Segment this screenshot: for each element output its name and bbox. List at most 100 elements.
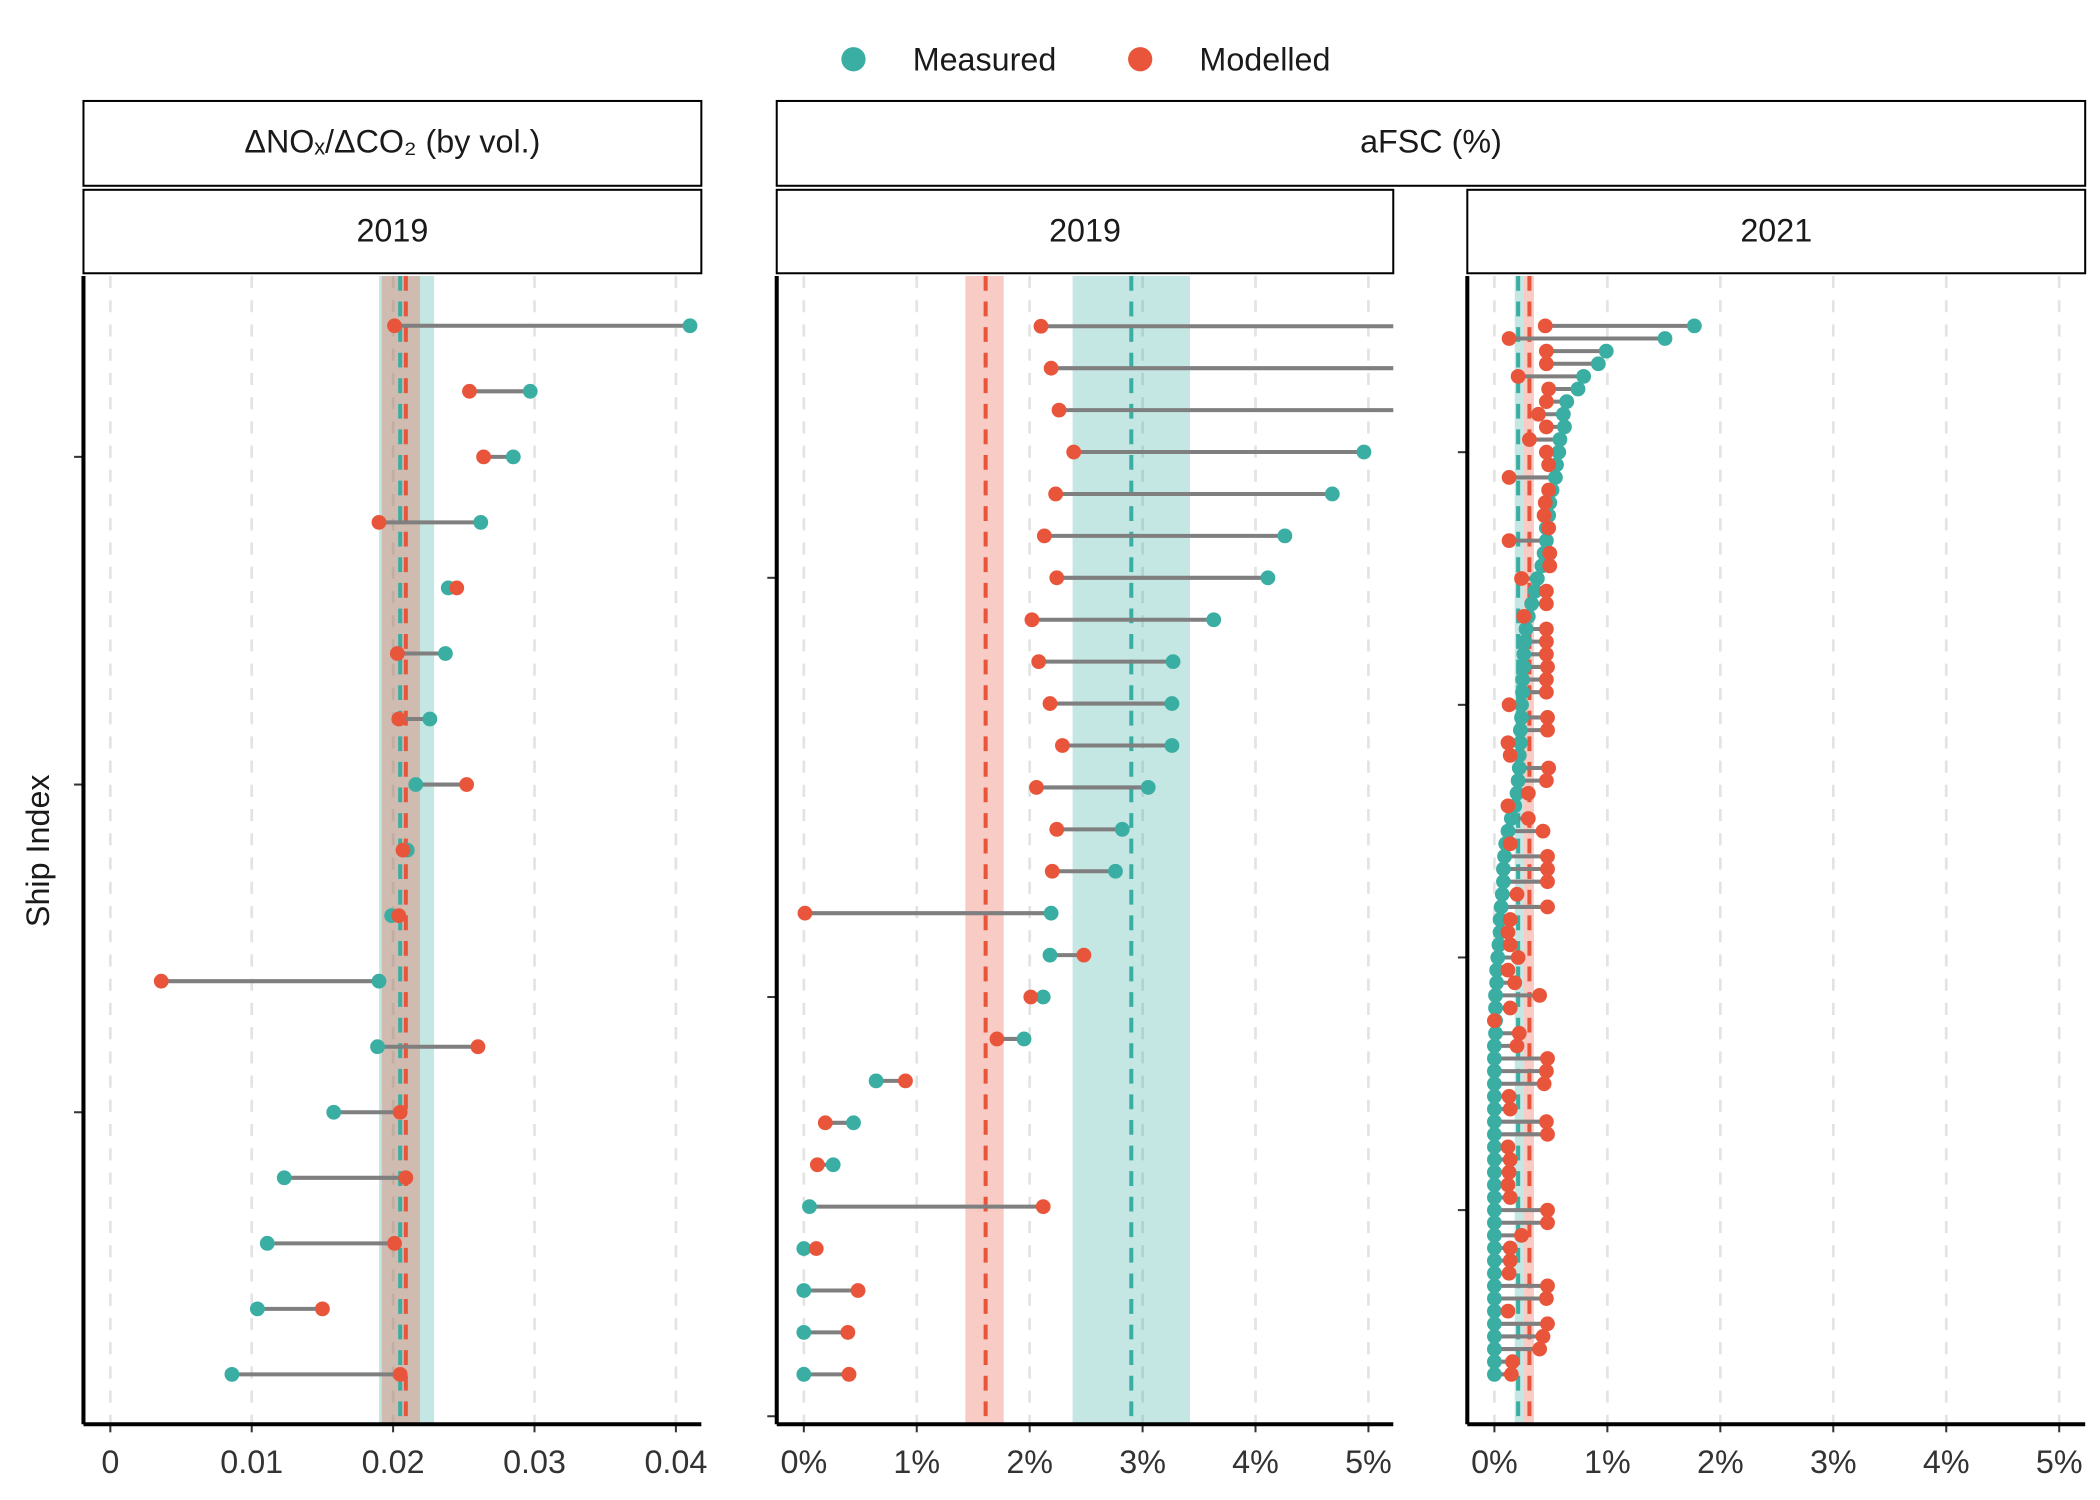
point [898, 1073, 913, 1089]
point [1487, 1341, 1502, 1357]
point [1140, 780, 1156, 795]
point [796, 1283, 812, 1298]
point [1540, 874, 1555, 890]
point [326, 1104, 342, 1120]
point [398, 1170, 414, 1186]
point [1048, 486, 1064, 502]
point [1570, 381, 1586, 397]
point [1509, 886, 1525, 902]
point [1538, 343, 1554, 359]
point [1532, 1341, 1548, 1357]
point [1514, 697, 1529, 713]
x-tick-label: 0.04 [644, 1444, 707, 1480]
point [1501, 1265, 1517, 1281]
point [1049, 570, 1065, 586]
point [449, 580, 465, 596]
point [371, 973, 387, 989]
point [1165, 654, 1181, 670]
plot-area [108, 275, 698, 1425]
point [1487, 1202, 1502, 1218]
point [682, 318, 698, 334]
point [840, 1325, 856, 1340]
point [1598, 343, 1614, 359]
x-tick-label: 1% [893, 1444, 940, 1480]
point [1500, 823, 1516, 839]
year-label: 2021 [1740, 212, 1812, 248]
point [1487, 1366, 1502, 1382]
x-tick-label: 2% [1697, 1444, 1744, 1480]
x-tick-label: 1% [1584, 1444, 1631, 1480]
point [1487, 1126, 1502, 1142]
point [1024, 612, 1040, 628]
point [1502, 1000, 1518, 1016]
point [1590, 356, 1606, 372]
point [1532, 987, 1548, 1003]
point [473, 514, 489, 530]
point [1538, 419, 1554, 435]
point [1515, 672, 1531, 687]
point [1491, 937, 1507, 953]
point [1510, 368, 1526, 384]
point [1520, 811, 1536, 826]
point [1033, 318, 1049, 334]
point [1548, 470, 1563, 485]
point [817, 1115, 833, 1131]
point [1497, 849, 1512, 864]
point [389, 646, 405, 661]
point [1492, 912, 1508, 927]
point [1487, 1038, 1502, 1054]
point [1541, 482, 1557, 498]
x-tick-label: 0% [1471, 1444, 1518, 1480]
point [825, 1157, 841, 1173]
point [1552, 432, 1568, 447]
point [1501, 697, 1517, 713]
point [1540, 899, 1555, 915]
point [459, 777, 475, 792]
point [1493, 899, 1509, 915]
point [1538, 672, 1554, 687]
year-label: 2019 [1049, 212, 1121, 248]
point [1537, 318, 1553, 334]
point [1509, 785, 1525, 801]
point [1487, 1303, 1502, 1319]
point [1035, 989, 1051, 1005]
point [1114, 821, 1130, 837]
point [1516, 646, 1532, 662]
point [1540, 1051, 1555, 1066]
x-tick-label: 3% [1119, 1444, 1166, 1480]
point [1206, 612, 1222, 628]
point [1503, 811, 1519, 826]
point [1487, 1265, 1502, 1281]
point [1356, 444, 1372, 460]
point [1277, 528, 1293, 544]
point [1512, 722, 1528, 738]
x-tick-label: 5% [1345, 1444, 1392, 1480]
plot-area [1487, 275, 2061, 1425]
point [1489, 975, 1505, 991]
point [1518, 621, 1534, 637]
point [796, 1241, 812, 1256]
point [371, 514, 387, 530]
point [1538, 621, 1554, 637]
point [796, 1325, 812, 1340]
point [1500, 924, 1516, 940]
point [1496, 861, 1511, 877]
point [1487, 1152, 1502, 1167]
point [1500, 798, 1516, 814]
point [1517, 634, 1533, 650]
point [809, 1157, 825, 1173]
point [1540, 1215, 1555, 1231]
x-tick-label: 0.03 [503, 1444, 566, 1480]
point [1559, 394, 1575, 410]
point [1489, 962, 1505, 978]
point [1501, 1164, 1517, 1180]
point [1555, 406, 1571, 422]
point [1042, 947, 1058, 963]
point [1487, 1139, 1502, 1155]
point [1527, 583, 1543, 599]
point [802, 1199, 817, 1215]
point [1557, 419, 1572, 435]
point [1542, 545, 1558, 561]
point [1540, 722, 1555, 738]
